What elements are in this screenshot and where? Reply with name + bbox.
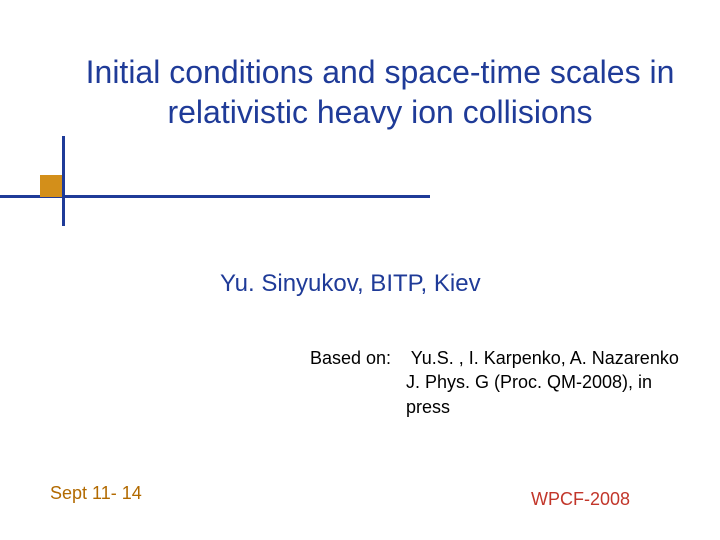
footer-date: Sept 11- 14 [50,483,142,504]
author-line: Yu. Sinyukov, BITP, Kiev [220,270,481,298]
footer-conference: WPCF-2008 [531,489,630,510]
based-on-block: Based on: Yu.S. , I. Karpenko, A. Nazare… [310,346,680,419]
based-on-label: Based on: [310,346,406,370]
based-on-line2: J. Phys. G (Proc. QM-2008), in press [310,370,680,419]
slide-title: Initial conditions and space-time scales… [80,52,680,132]
based-on-line1: Yu.S. , I. Karpenko, A. Nazarenko [411,348,679,368]
slide: Initial conditions and space-time scales… [0,0,720,540]
vertical-accent-bar [62,136,65,226]
accent-square-icon [40,175,62,197]
